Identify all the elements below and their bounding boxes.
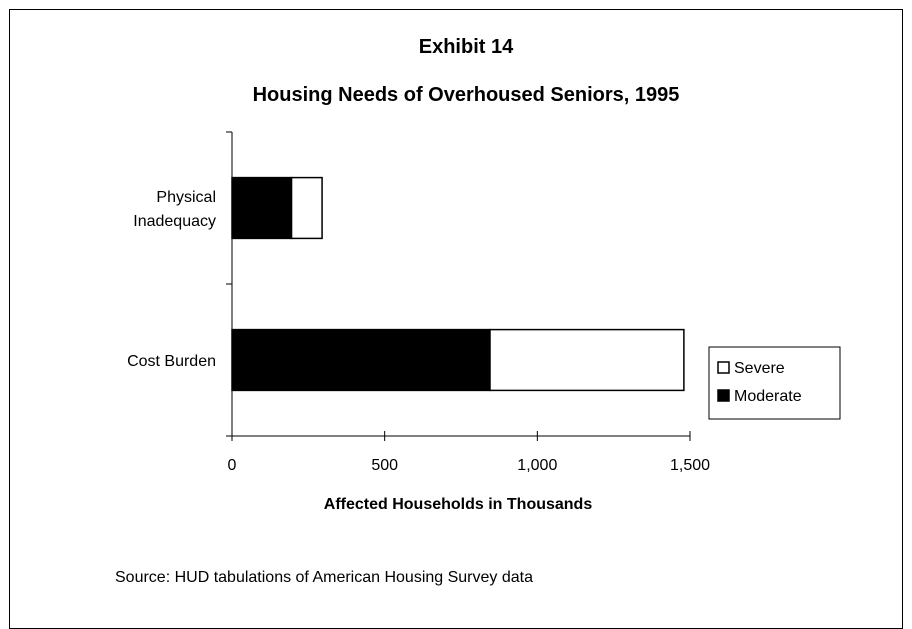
source-note: Source: HUD tabulations of American Hous… [115,569,533,586]
plot-area: 0 500 1,000 1,500 Physical Inadequacy Cost Bur… [127,131,710,474]
chart-title-line-2: Housing Needs of Overhoused Seniors, 199… [253,84,680,106]
legend-box [708,346,841,420]
legend-swatch-moderate [717,389,730,402]
bar-severe [290,176,323,240]
x-tick-label: 1,500 [670,457,710,474]
legend: Severe Moderate [708,346,841,420]
bar-moderate [231,328,491,392]
legend-label-severe: Severe [734,360,785,377]
x-tick-label: 0 [228,457,237,474]
bar-moderate [231,176,293,240]
x-axis-title: Affected Households in Thousands [324,496,593,513]
category-label: Inadequacy [133,213,216,230]
category-label: Physical [156,189,216,206]
category-label: Cost Burden [127,353,216,370]
x-tick-label: 500 [371,457,398,474]
legend-swatch-severe [717,361,730,374]
chart-title-line-1: Exhibit 14 [419,36,514,58]
x-tick-label: 1,000 [517,457,557,474]
legend-label-moderate: Moderate [734,388,802,405]
bar-severe [489,328,685,392]
